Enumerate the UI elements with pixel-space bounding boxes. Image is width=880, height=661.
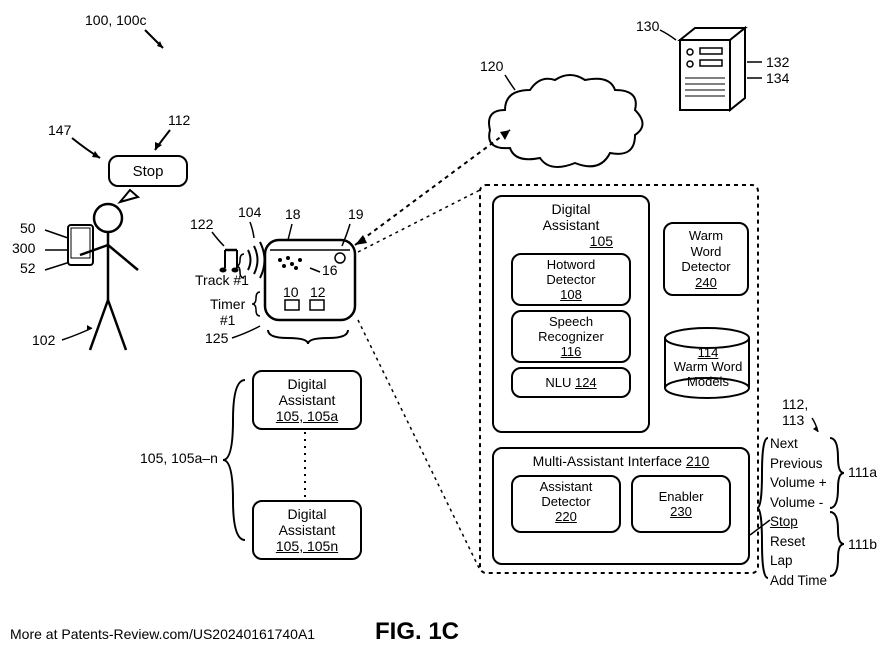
assistant-detector-title: Assistant Detector bbox=[517, 479, 615, 509]
ref-125: 125 bbox=[205, 330, 228, 346]
hotword-box: Hotword Detector 108 bbox=[511, 253, 631, 306]
ref-19: 19 bbox=[348, 206, 364, 222]
speech-num: 116 bbox=[517, 344, 625, 359]
mai-num: 210 bbox=[686, 453, 709, 469]
ref-120: 120 bbox=[480, 58, 503, 74]
da-box-2-num: 105, 105n bbox=[260, 538, 354, 554]
ref-300: 300 bbox=[12, 240, 35, 256]
da-box-1: Digital Assistant 105, 105a bbox=[252, 370, 362, 430]
ref-147: 147 bbox=[48, 122, 71, 138]
enabler-box: Enabler 230 bbox=[631, 475, 731, 533]
warm-detector-num: 240 bbox=[671, 275, 741, 290]
command-list: Next Previous Volume + Volume - Stop Res… bbox=[770, 434, 827, 591]
cmd-a3: Volume - bbox=[770, 493, 827, 513]
warm-models-label: 114 Warm Word Models bbox=[670, 345, 746, 390]
mai-title: Multi-Assistant Interface bbox=[533, 453, 682, 469]
nlu-title: NLU bbox=[545, 375, 571, 390]
cmd-b2: Add Time bbox=[770, 571, 827, 591]
ref-122: 122 bbox=[190, 216, 213, 232]
ref-10: 10 bbox=[283, 284, 299, 300]
cmd-b0: Reset bbox=[770, 532, 827, 552]
diagram-canvas bbox=[0, 0, 880, 661]
track-label: Track #1 bbox=[195, 272, 249, 288]
cmd-a0: Next bbox=[770, 434, 827, 454]
ref-50: 50 bbox=[20, 220, 36, 236]
detail-da-num: 105 bbox=[590, 233, 613, 249]
enabler-title: Enabler bbox=[637, 489, 725, 504]
ref-18: 18 bbox=[285, 206, 301, 222]
ref-112-113: 112, 113 bbox=[782, 396, 808, 428]
speech-title: Speech Recognizer bbox=[517, 314, 625, 344]
ref-52: 52 bbox=[20, 260, 36, 276]
ref-104: 104 bbox=[238, 204, 261, 220]
da-box-1-num: 105, 105a bbox=[260, 408, 354, 424]
ref-16: 16 bbox=[322, 262, 338, 278]
ref-105-group: 105, 105a–n bbox=[140, 450, 218, 466]
timer-label: Timer #1 bbox=[210, 296, 245, 328]
da-box-1-title: Digital Assistant bbox=[260, 376, 354, 408]
da-box-2: Digital Assistant 105, 105n bbox=[252, 500, 362, 560]
speech-box: Speech Recognizer 116 bbox=[511, 310, 631, 363]
enabler-num: 230 bbox=[637, 504, 725, 519]
ref-132: 132 bbox=[766, 54, 789, 70]
ref-100-100c: 100, 100c bbox=[85, 12, 147, 28]
nlu-box: NLU 124 bbox=[511, 367, 631, 398]
cmd-a2: Volume + bbox=[770, 473, 827, 493]
ref-112: 112 bbox=[168, 112, 190, 128]
warm-models-num: 114 bbox=[670, 345, 746, 360]
ref-102: 102 bbox=[32, 332, 55, 348]
assistant-detector-num: 220 bbox=[517, 509, 615, 524]
figure-label: FIG. 1C bbox=[375, 618, 459, 646]
ref-12: 12 bbox=[310, 284, 326, 300]
speech-bubble: Stop bbox=[108, 155, 188, 187]
cmd-stop: Stop bbox=[770, 512, 827, 532]
assistant-detector-box: Assistant Detector 220 bbox=[511, 475, 621, 533]
warm-detector-box: Warm Word Detector 240 bbox=[663, 222, 749, 296]
cmd-b1: Lap bbox=[770, 551, 827, 571]
warm-detector-title: Warm Word Detector bbox=[671, 228, 741, 275]
detail-da-title: Digital Assistant bbox=[498, 201, 644, 233]
mai-box: Multi-Assistant Interface 210 Assistant … bbox=[492, 447, 750, 565]
da-box-2-title: Digital Assistant bbox=[260, 506, 354, 538]
hotword-num: 108 bbox=[517, 287, 625, 302]
ref-134: 134 bbox=[766, 70, 789, 86]
ref-130: 130 bbox=[636, 18, 659, 34]
hotword-title: Hotword Detector bbox=[517, 257, 625, 287]
ref-111b: 111b bbox=[848, 536, 877, 552]
detail-da-container: Digital Assistant Assistant 105 Hotword … bbox=[492, 195, 650, 433]
warm-models-title: Warm Word Models bbox=[670, 360, 746, 390]
ref-111a: 111a bbox=[848, 464, 877, 480]
nlu-num: 124 bbox=[575, 375, 597, 390]
cmd-a1: Previous bbox=[770, 454, 827, 474]
footer-text: More at Patents-Review.com/US20240161740… bbox=[10, 626, 315, 642]
